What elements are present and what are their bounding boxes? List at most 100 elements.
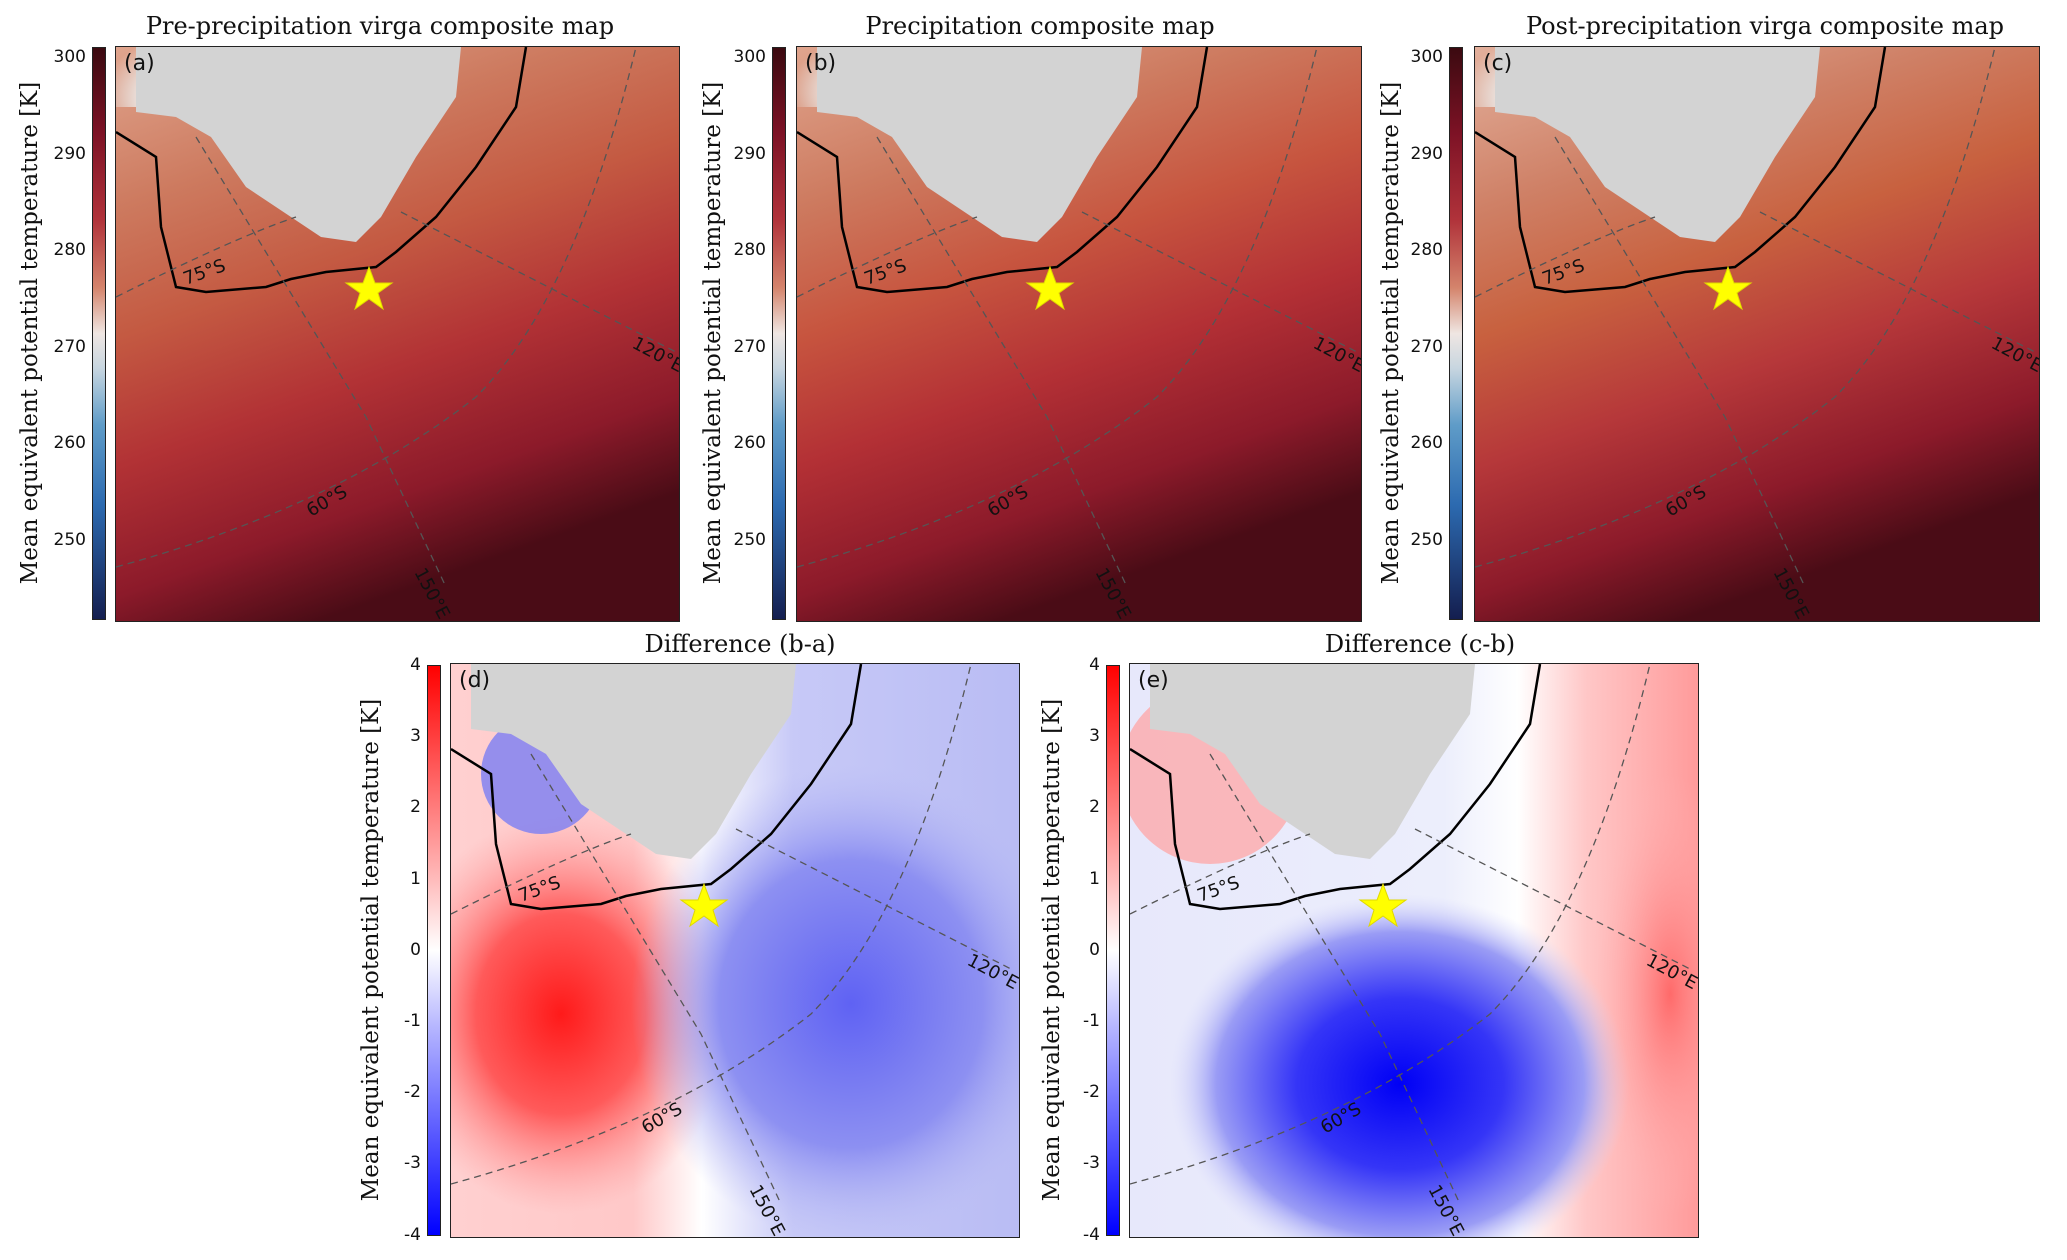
- colorbar-tick-label: 3: [410, 726, 421, 747]
- colorbar-e: [1106, 665, 1120, 1236]
- grid-lon120-a: [400, 211, 677, 353]
- map-panel-b: 75°S 60°S 120°E 150°E (b): [796, 46, 1362, 622]
- colorbar-tick-label: 0: [410, 939, 421, 960]
- colorbar-tick-label: 270: [1410, 336, 1443, 357]
- colorbar-d: [427, 665, 441, 1236]
- colorbar-tick-label: -3: [404, 1153, 421, 1174]
- grid-lon120-b: [1081, 211, 1358, 353]
- colorbar-tick-label: -2: [1083, 1082, 1100, 1103]
- grid-lon120-d: [735, 828, 1012, 970]
- colorbar-tick-label: 2: [1089, 797, 1100, 818]
- grid-lon150-a: [195, 136, 447, 588]
- grid-lat60-e: [1130, 664, 1651, 1185]
- grid-lat75-a: [116, 216, 297, 298]
- colorbar-tick-label: 250: [1410, 529, 1443, 550]
- map-panel-a: 75°S 60°S 120°E 150°E (a): [115, 46, 680, 622]
- colorbar-tick-label: 300: [1410, 47, 1443, 67]
- colorbar-tick-label: 290: [733, 143, 766, 164]
- grid-lon120-e: [1414, 828, 1691, 970]
- grid-lat75-d: [451, 833, 632, 915]
- coastline-a: [116, 47, 528, 294]
- ylabel-d: Mean equivalent potential temperature [K…: [358, 698, 384, 1202]
- colorbar-c: [1449, 47, 1463, 620]
- coastline-b: [797, 47, 1209, 294]
- colorbar-tick-label: 280: [1410, 240, 1443, 260]
- land-c: [1495, 47, 1820, 242]
- grid-lon120-c: [1759, 211, 2036, 353]
- colorbar-a: [92, 47, 106, 620]
- map-e: 75°S 60°S 120°E 150°E: [1130, 664, 1698, 1237]
- colorbar-tick-label: 280: [733, 240, 766, 260]
- grid-lat75-b: [797, 216, 978, 298]
- map-c: 75°S 60°S 120°E 150°E: [1475, 47, 2039, 621]
- grid-lat75-c: [1475, 216, 1656, 298]
- colorbar-tick-label: 250: [53, 529, 86, 550]
- ylabel-a: Mean equivalent potential temperature [K…: [17, 81, 43, 585]
- panel-label-c: (c): [1483, 51, 1513, 76]
- colorbar-tick-label: 270: [733, 336, 766, 357]
- colorbar-tick-label: -2: [404, 1082, 421, 1103]
- colorbar-tick-label: 1: [1089, 868, 1100, 889]
- cold-anomaly-d: [631, 764, 1019, 1237]
- coastline-c: [1475, 47, 1887, 294]
- colorbar-tick-label: 260: [53, 433, 86, 453]
- coastline-e: [1130, 664, 1542, 911]
- grid-lat60-d: [451, 664, 972, 1185]
- colorbar-tick-label: -4: [1083, 1224, 1100, 1245]
- colorbar-tick-label: 1: [410, 868, 421, 889]
- land-d: [471, 664, 796, 859]
- title-e: Difference (c-b): [1324, 630, 1516, 658]
- grid-lon150-d: [530, 753, 782, 1205]
- colorbar-tick-label: 280: [53, 240, 86, 260]
- star-marker-a: [344, 265, 394, 311]
- colorbar-tick-label: 290: [53, 143, 86, 164]
- colorbar-tick-label: 2: [410, 797, 421, 818]
- star-marker-b: [1025, 265, 1075, 311]
- ylabel-e: Mean equivalent potential temperature [K…: [1039, 698, 1065, 1202]
- panel-label-a: (a): [124, 51, 155, 76]
- title-c: Post-precipitation virga composite map: [1525, 12, 2005, 40]
- colorbar-tick-label: 260: [1410, 433, 1443, 453]
- title-b: Precipitation composite map: [865, 12, 1215, 40]
- ylabel-c: Mean equivalent potential temperature [K…: [1378, 81, 1404, 585]
- map-b: 75°S 60°S 120°E 150°E: [797, 47, 1361, 621]
- grid-lon150-e: [1209, 753, 1461, 1205]
- map-d: 75°S 60°S 120°E 150°E: [451, 664, 1019, 1237]
- colorbar-tick-label: 0: [1089, 939, 1100, 960]
- colorbar-tick-label: -1: [404, 1011, 421, 1031]
- grid-lat75-e: [1130, 833, 1311, 915]
- grid-lon150-b: [876, 136, 1128, 588]
- colorbar-tick-label: 290: [1410, 143, 1443, 164]
- title-d: Difference (b-a): [644, 630, 836, 658]
- warm-anomaly-e: [1590, 774, 1698, 1214]
- star-marker-d: [679, 882, 729, 928]
- colorbar-tick-label: 4: [410, 655, 421, 675]
- grid-lat60-c: [1475, 47, 1996, 568]
- colorbar-tick-label: 270: [53, 336, 86, 357]
- map-panel-c: 75°S 60°S 120°E 150°E (c): [1474, 46, 2040, 622]
- panel-label-b: (b): [805, 51, 837, 76]
- land-b: [817, 47, 1142, 242]
- grid-lat60-b: [797, 47, 1318, 568]
- colorbar-tick-label: -3: [1083, 1153, 1100, 1174]
- colorbar-tick-label: 250: [733, 529, 766, 550]
- colorbar-tick-label: 3: [1089, 726, 1100, 747]
- panel-label-e: (e): [1138, 668, 1169, 693]
- map-panel-d: 75°S 60°S 120°E 150°E (d): [450, 663, 1020, 1238]
- land-e: [1150, 664, 1475, 859]
- star-marker-c: [1703, 265, 1753, 311]
- grid-lon150-c: [1554, 136, 1806, 588]
- colorbar-tick-label: 300: [733, 47, 766, 67]
- colorbar-tick-label: 300: [53, 47, 86, 67]
- land-a: [136, 47, 461, 242]
- grid-lat60-a: [116, 47, 637, 568]
- coastline-d: [451, 664, 863, 911]
- map-panel-e: 75°S 60°S 120°E 150°E (e): [1129, 663, 1699, 1238]
- ylabel-b: Mean equivalent potential temperature [K…: [700, 81, 726, 585]
- map-a: 75°S 60°S 120°E 150°E: [116, 47, 679, 621]
- star-marker-e: [1358, 882, 1408, 928]
- cold-anomaly-e: [1170, 894, 1630, 1237]
- colorbar-tick-label: 260: [733, 433, 766, 453]
- title-a: Pre-precipitation virga composite map: [145, 12, 615, 40]
- panel-label-d: (d): [459, 668, 491, 693]
